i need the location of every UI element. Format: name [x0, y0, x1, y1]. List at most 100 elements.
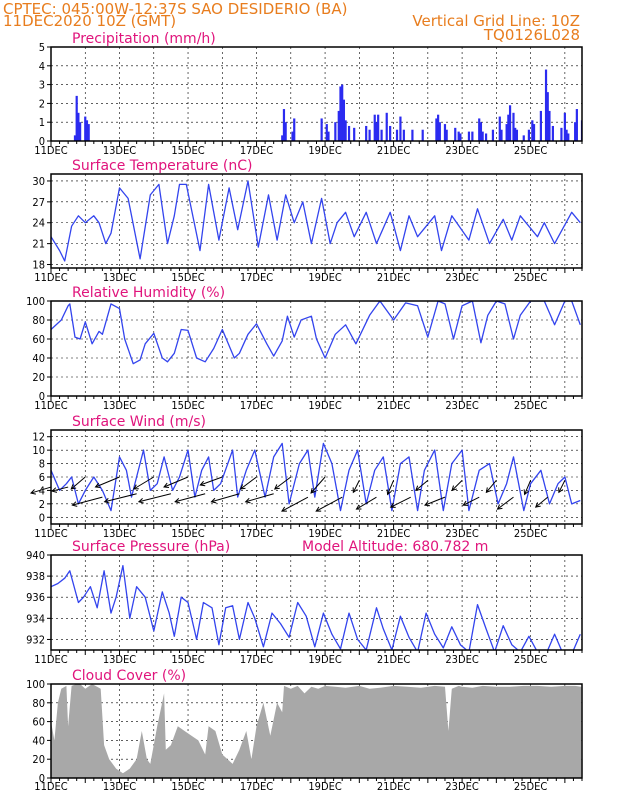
precipitation-bar [353, 127, 356, 141]
header-date: 11DEC2020 10Z (GMT) [3, 12, 176, 30]
precipitation-bar [84, 116, 87, 141]
humidity-frame [50, 300, 583, 397]
wind-ytick-label: 2 [39, 498, 45, 511]
wind-vector [95, 476, 120, 488]
wind-vector-head [132, 484, 139, 490]
precipitation-bar [411, 129, 414, 141]
precipitation-bar [395, 129, 399, 141]
wind-vector-head [163, 482, 170, 489]
wind-vector [310, 476, 326, 494]
wind-ytick-label: 10 [32, 444, 45, 457]
wind-vector-head [523, 489, 529, 496]
temperature-ytick-label: 24 [32, 217, 45, 230]
precipitation-ytick-label: 2 [39, 97, 45, 110]
precipitation-bar [85, 120, 89, 141]
precipitation-bar [368, 129, 371, 141]
humidity-title: Relative Humidity (%) [72, 285, 225, 301]
pressure-xtick-label: 11DEC [34, 653, 67, 666]
wind-vector [387, 480, 395, 495]
precipitation-bar [342, 99, 346, 141]
precipitation-bar [327, 131, 330, 141]
humidity-xtick-label: 11DEC [34, 399, 67, 412]
precipitation-ytick-label: 1 [39, 116, 45, 129]
wind-vector [535, 496, 549, 508]
precipitation-bar [365, 125, 368, 141]
wind-ytick-label: 6 [39, 471, 45, 484]
humidity-ytick-label: 20 [32, 371, 45, 384]
precipitation-bar [337, 110, 340, 141]
wind-vector [175, 493, 206, 503]
cloud-cover-xtick-label: 25DEC [514, 780, 547, 793]
wind-vector-head [244, 497, 251, 504]
precipitation-xtick-label: 19DEC [308, 144, 341, 157]
wind-ytick-label: 12 [32, 431, 45, 444]
temperature-ytick-label: 27 [32, 196, 45, 209]
precipitation-bar [548, 110, 551, 141]
wind-xtick-label: 11DEC [34, 527, 67, 540]
temperature-xtick-label: 17DEC [240, 271, 273, 284]
precipitation-xtick-label: 15DEC [171, 144, 204, 157]
pressure-xtick-label: 21DEC [377, 653, 410, 666]
wind-vector [463, 496, 480, 506]
pressure-xtick-label: 19DEC [308, 653, 341, 666]
precipitation-bar [399, 116, 402, 141]
wind-vector [70, 476, 86, 490]
precipitation-bar [73, 135, 77, 141]
precipitation-bar [514, 127, 517, 141]
precipitation-bar [575, 109, 578, 141]
wind-vector [104, 493, 137, 503]
humidity-ytick-label: 80 [32, 314, 45, 327]
precipitation-bar [498, 116, 501, 141]
humidity-ytick-label: 40 [32, 352, 45, 365]
wind-vector-head [210, 497, 217, 504]
precipitation-bar [281, 135, 284, 141]
wind-vector-head [352, 487, 358, 494]
wind-vector-head [389, 502, 396, 508]
temperature-ytick-label: 21 [32, 238, 45, 251]
precipitation-bar [341, 84, 344, 141]
cloud-cover-xtick-label: 15DEC [171, 780, 204, 793]
precipitation-xtick-label: 13DEC [103, 144, 136, 157]
precipitation-bar [560, 127, 563, 141]
humidity-xtick-label: 19DEC [308, 399, 341, 412]
humidity-xtick-label: 25DEC [514, 399, 547, 412]
wind-vector [281, 496, 309, 512]
temperature-xtick-label: 11DEC [34, 271, 67, 284]
precipitation-bar [347, 125, 351, 141]
wind-xtick-label: 25DEC [514, 527, 547, 540]
precipitation-xtick-label: 11DEC [34, 144, 67, 157]
precipitation-bar [484, 133, 488, 141]
cloud-cover-xtick-label: 13DEC [103, 780, 136, 793]
precipitation-bar [389, 125, 392, 141]
precipitation-frame [50, 46, 583, 142]
cloud-cover-ytick-label: 20 [32, 753, 45, 766]
wind-vector [30, 486, 52, 494]
wind-vector-head [174, 497, 181, 504]
precipitation-xtick-label: 17DEC [240, 144, 273, 157]
precipitation-bar [435, 118, 438, 141]
precipitation-bar [87, 124, 90, 141]
wind-vector-head [70, 484, 77, 490]
precipitation-bar [293, 118, 296, 141]
humidity-ytick-label: 60 [32, 333, 45, 346]
precipitation-bar [454, 127, 457, 141]
temperature-xtick-label: 13DEC [103, 271, 136, 284]
precipitation-bar [385, 112, 388, 141]
wind-vector-head [355, 504, 362, 510]
precipitation-bar [531, 120, 534, 141]
wind-vector-head [451, 485, 458, 492]
precipitation-bar [491, 129, 495, 141]
wind-vector [356, 496, 377, 510]
precipitation-xtick-label: 25DEC [514, 144, 547, 157]
humidity-xtick-label: 23DEC [445, 399, 478, 412]
wind-vector [240, 476, 257, 490]
wind-vector-head [199, 480, 206, 487]
cloud-cover-ytick-label: 0 [39, 772, 45, 785]
precipitation-bar [574, 122, 577, 141]
temperature-xtick-label: 25DEC [514, 271, 547, 284]
precipitation-bar [437, 114, 440, 141]
humidity-line [51, 301, 581, 365]
humidity-ytick-label: 0 [39, 390, 45, 403]
wind-vector-head [94, 482, 101, 489]
